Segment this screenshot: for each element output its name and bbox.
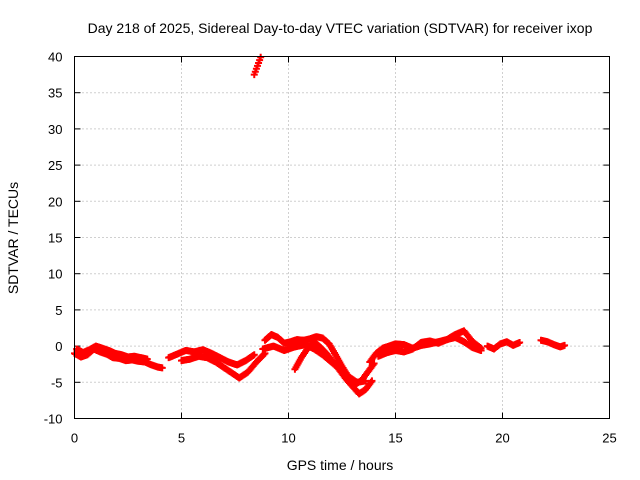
x-tick-label: 10 (281, 431, 295, 446)
y-tick-label: 15 (48, 231, 62, 246)
grid-lines (74, 56, 610, 419)
tick-labels: 0 5 10 15 20 25 -10 -5 0 5 10 15 20 25 30 35 40 (44, 50, 617, 446)
y-tick-label: 0 (55, 339, 62, 354)
y-tick-label: 20 (48, 194, 62, 209)
plot-frame (74, 56, 610, 419)
data-point-trace-f (362, 377, 370, 385)
data-point-trace-j (516, 338, 524, 346)
y-tick-label: 30 (48, 122, 62, 137)
data-point-trace-k (561, 341, 569, 349)
chart-title: Day 218 of 2025, Sidereal Day-to-day VTE… (88, 20, 593, 36)
x-tick-label: 5 (178, 431, 185, 446)
data-point-trace-b (143, 355, 151, 363)
y-tick-label: 40 (48, 50, 62, 65)
data-point-trace-c (250, 351, 258, 359)
x-tick-label: 0 (71, 431, 78, 446)
x-tick-label: 15 (388, 431, 402, 446)
data-point-trace-a (158, 364, 166, 372)
data-point-trace-l (257, 53, 265, 61)
y-tick-label: 5 (55, 303, 62, 318)
y-tick-label: -10 (44, 412, 63, 427)
y-tick-label: 25 (48, 158, 62, 173)
y-axis-label: SDTVAR / TECUs (5, 182, 21, 294)
y-tick-label: 35 (48, 86, 62, 101)
data-point-trace-i (477, 344, 485, 352)
x-tick-label: 25 (602, 431, 616, 446)
y-tick-label: 10 (48, 267, 62, 282)
x-axis-label: GPS time / hours (287, 457, 394, 473)
data-points (71, 53, 569, 398)
x-tick-label: 20 (495, 431, 509, 446)
data-point-trace-g (368, 377, 376, 385)
y-tick-label: -5 (51, 375, 63, 390)
